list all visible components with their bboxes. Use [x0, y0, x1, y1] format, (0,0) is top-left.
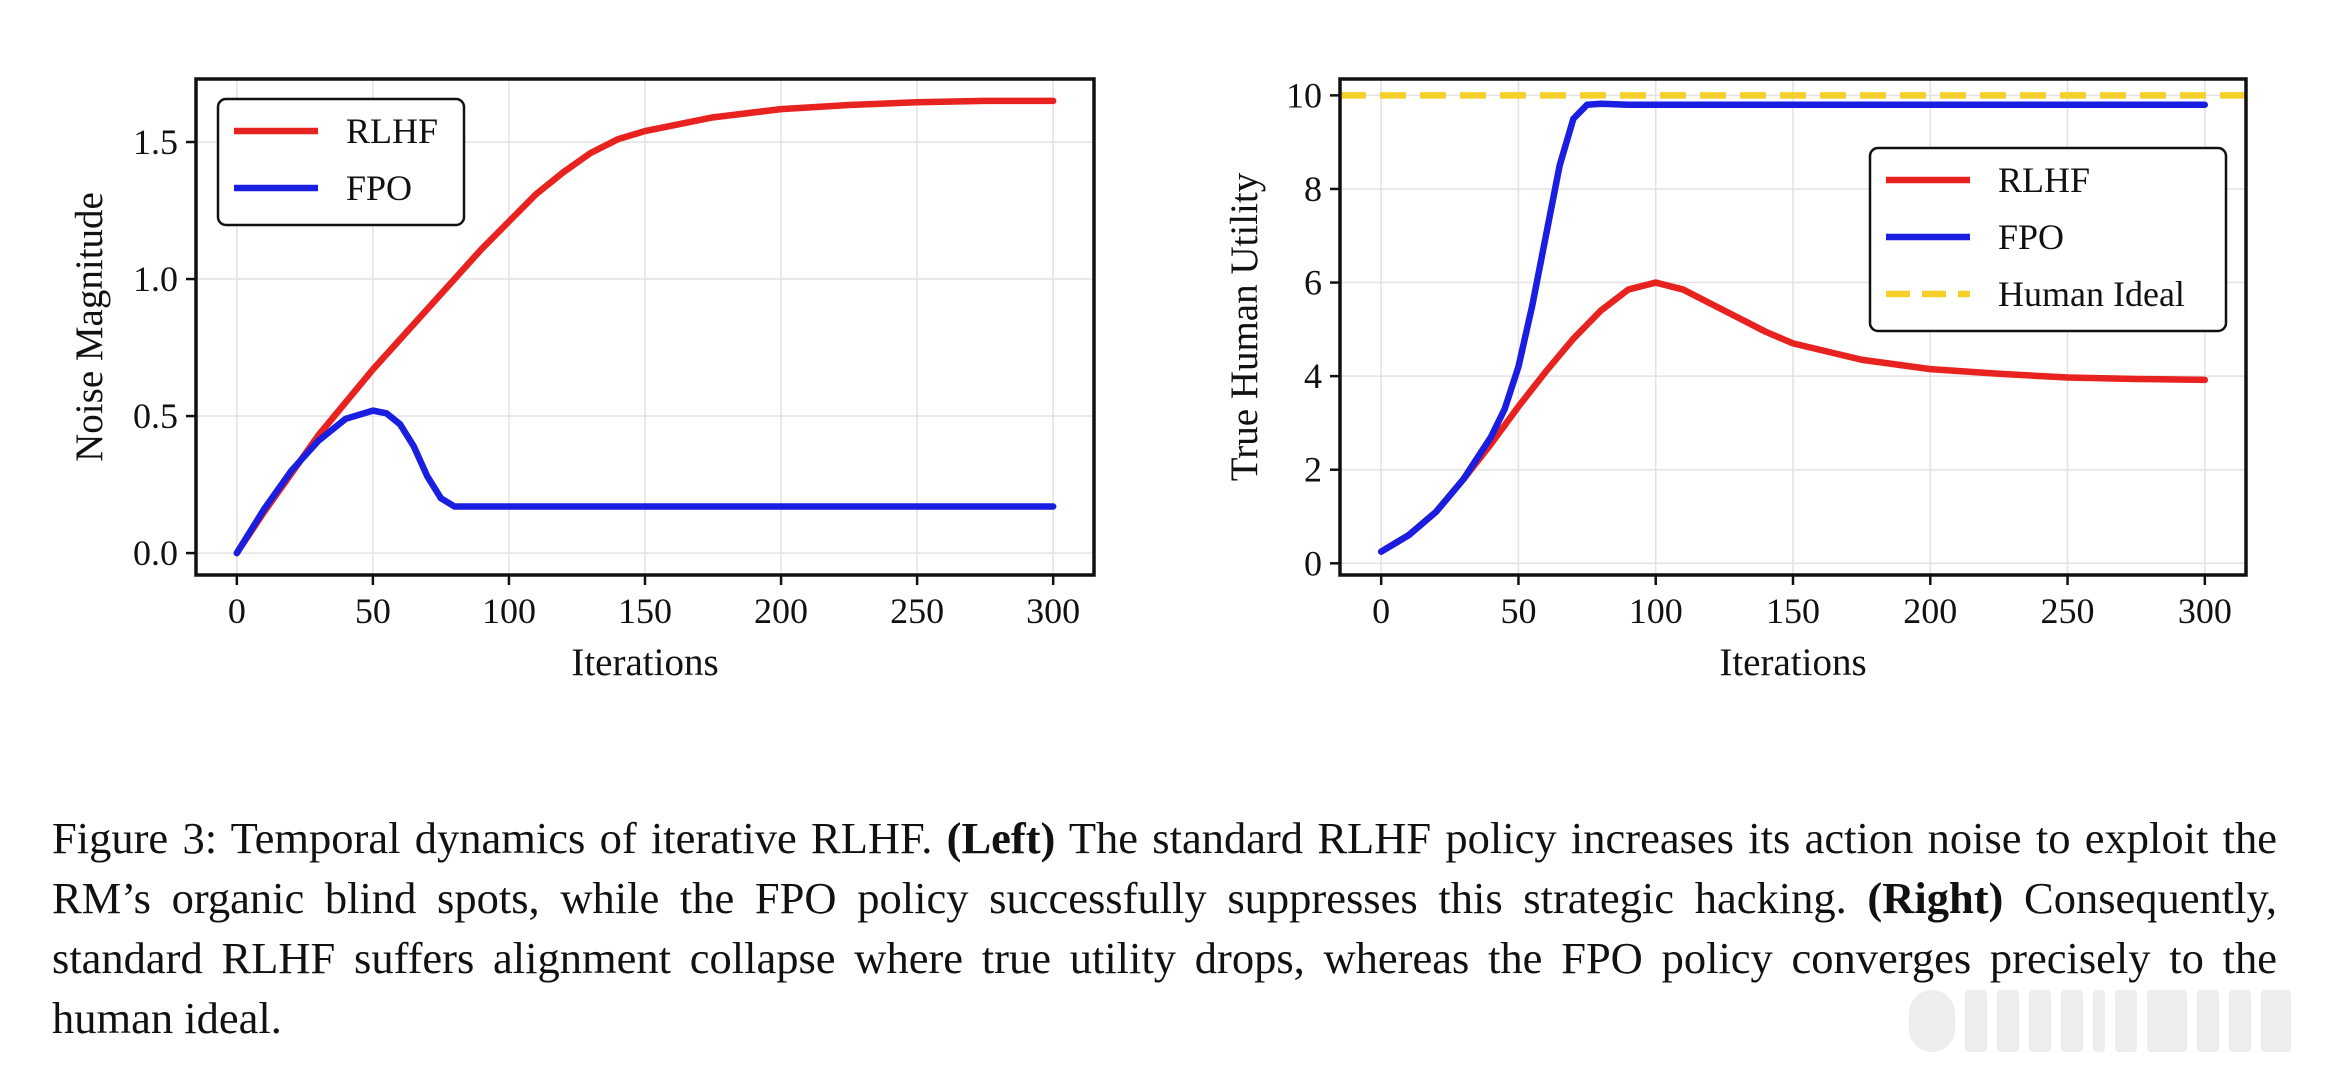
y-axis-label: True Human Utility: [1223, 172, 1266, 481]
series-line-fpo: [233, 407, 1057, 557]
y-tick-label: 2: [1304, 450, 1322, 490]
y-tick-label: 1.0: [133, 259, 178, 299]
x-tick-label: 100: [482, 591, 536, 631]
left-plot-noise-magnitude: 0 50 100 150 200 250 300 0.0 0.5 1.0 1.5 Iterations…: [68, 77, 1096, 684]
legend: RLHF FPO Human Ideal: [1868, 146, 2228, 333]
x-tick-label: 0: [1372, 591, 1390, 631]
y-tick-label: 0.5: [133, 396, 178, 436]
x-tick-label: 50: [1500, 591, 1536, 631]
series-line-rlhf: [233, 97, 1057, 557]
legend-label: RLHF: [1998, 160, 2090, 200]
caption-text-1: Temporal dynamics of iterative RLHF.: [217, 813, 947, 863]
x-tick-label: 200: [754, 591, 808, 631]
x-tick-label: 200: [1903, 591, 1957, 631]
x-axis-label: Iterations: [1719, 641, 1866, 684]
y-axis-label: Noise Magnitude: [68, 192, 111, 462]
x-tick-label: 250: [2041, 591, 2095, 631]
y-tick-label: 1.5: [133, 122, 178, 162]
x-tick-label: 300: [1026, 591, 1080, 631]
x-tick-label: 0: [228, 591, 246, 631]
figure-caption: Figure 3: Temporal dynamics of iterative…: [52, 808, 2277, 1048]
watermark: [1909, 990, 2291, 1052]
legend-label: RLHF: [346, 111, 438, 151]
legend-label: Human Ideal: [1998, 274, 2185, 314]
y-tick-label: 4: [1304, 356, 1322, 396]
y-tick-label: 6: [1304, 263, 1322, 303]
y-tick-label: 0: [1304, 543, 1322, 583]
x-axis-label: Iterations: [571, 641, 718, 684]
x-tick-label: 300: [2178, 591, 2232, 631]
legend: RLHF FPO: [216, 97, 466, 227]
caption-left-tag: (Left): [946, 813, 1056, 863]
y-tick-label: 0.0: [133, 533, 178, 573]
x-tick-label: 150: [1766, 591, 1820, 631]
y-tick-label: 10: [1286, 75, 1322, 115]
x-tick-label: 100: [1629, 591, 1683, 631]
x-tick-label: 150: [618, 591, 672, 631]
y-tick-label: 8: [1304, 169, 1322, 209]
caption-right-tag: (Right): [1867, 873, 2004, 923]
caption-text-3: Consequently, standard RLHF suffers alig…: [52, 873, 2277, 1043]
x-tick-label: 250: [890, 591, 944, 631]
series-line-fpo: [1377, 100, 2209, 555]
legend-box: [1868, 146, 2228, 333]
caption-text-2: The standard RLHF policy increases its a…: [52, 813, 2278, 923]
legend-label: FPO: [346, 168, 412, 208]
x-tick-label: 50: [355, 591, 391, 631]
figure-plots: 0 50 100 150 200 250 3000.00.51.01.5Iterations…: [68, 75, 2248, 684]
caption-label: Figure 3:: [52, 813, 218, 863]
right-plot-true-human-utility: 0 50 100 150 200 250 300 0 2 4 6 8 10 Iterations True …: [1223, 75, 2248, 684]
legend-label: FPO: [1998, 217, 2064, 257]
